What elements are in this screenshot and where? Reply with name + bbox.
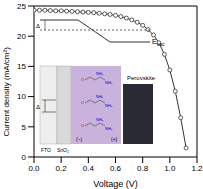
svg-text:20: 20 [17,32,26,41]
svg-text:0.8: 0.8 [137,164,149,173]
svg-text:NH₂: NH₂ [96,117,104,122]
svg-text:O: O [81,77,84,82]
svg-text:Voltage (V): Voltage (V) [93,179,138,189]
svg-text:O: O [81,123,84,128]
svg-text:NH₂: NH₂ [96,71,104,76]
svg-text:10: 10 [17,92,26,101]
svg-text:0.6: 0.6 [110,164,122,173]
svg-text:25: 25 [17,2,26,11]
svg-text:Evac: Evac [152,38,165,47]
svg-text:Δ: Δ [36,23,40,29]
svg-text:0.0: 0.0 [28,164,40,173]
svg-text:Perovskite: Perovskite [127,75,156,81]
svg-text:Current density (mA/cm²): Current density (mA/cm²) [8,47,11,137]
svg-text:5: 5 [22,123,27,132]
svg-text:O: O [81,100,84,105]
svg-text:0: 0 [22,153,27,162]
svg-text:FTO: FTO [41,147,51,153]
svg-text:1.0: 1.0 [164,164,176,173]
svg-text:(−): (−) [76,136,83,142]
svg-text:1.2: 1.2 [191,164,195,173]
svg-text:Δ: Δ [36,104,40,110]
svg-text:NH₂: NH₂ [105,103,113,108]
svg-text:(+): (+) [111,136,118,142]
svg-text:0.4: 0.4 [83,164,95,173]
svg-text:0.2: 0.2 [56,164,68,173]
svg-text:NH₂: NH₂ [96,94,104,99]
svg-text:SnO₂: SnO₂ [57,147,69,153]
svg-text:NH₂: NH₂ [105,126,113,131]
svg-text:15: 15 [17,62,26,71]
svg-text:NH₂: NH₂ [105,80,113,85]
